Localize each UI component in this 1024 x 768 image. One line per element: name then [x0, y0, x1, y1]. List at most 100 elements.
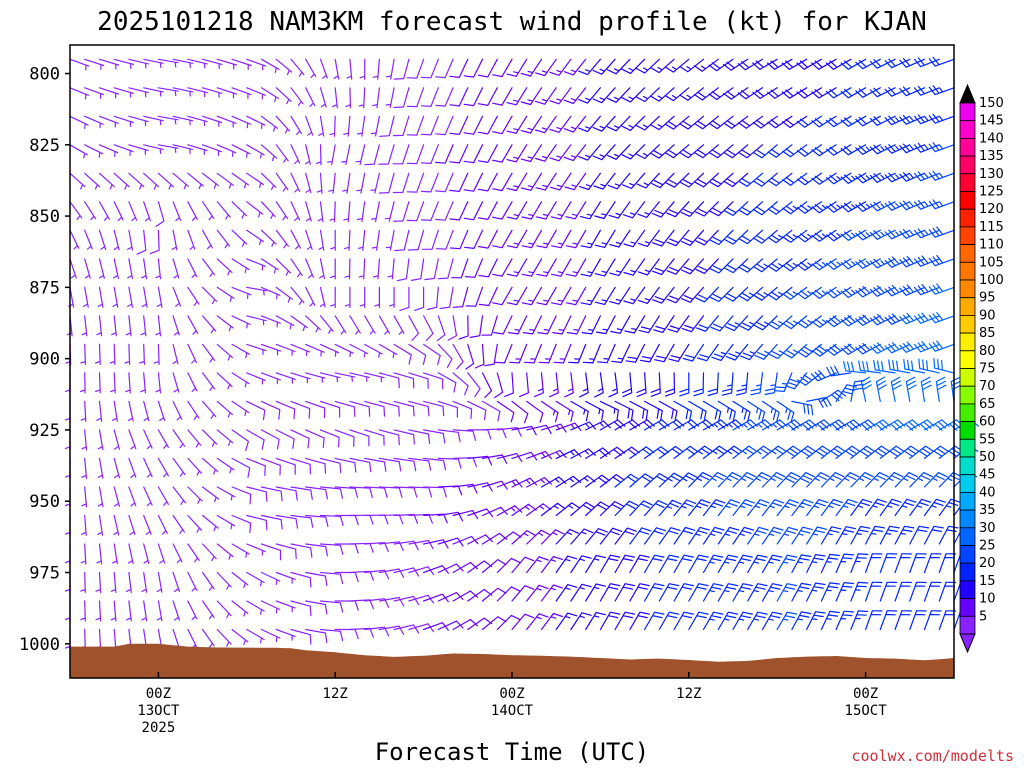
- wind-barb: [776, 472, 801, 488]
- wind-barb: [511, 556, 535, 574]
- wind-barb: [869, 258, 896, 269]
- wind-barb: [451, 258, 469, 279]
- wind-barb: [155, 258, 162, 280]
- wind-barb: [113, 429, 120, 450]
- wind-barb: [231, 486, 252, 505]
- wind-barb: [275, 87, 292, 105]
- wind-barb: [622, 372, 633, 398]
- wind-barb: [879, 525, 900, 545]
- wind-barb: [275, 115, 291, 134]
- wind-barb: [231, 258, 250, 274]
- wind-barb: [290, 315, 308, 331]
- wind-barb: [231, 343, 250, 359]
- wind-barb: [143, 543, 150, 564]
- wind-barb: [736, 372, 749, 396]
- wind-barb: [658, 445, 684, 459]
- wind-barb: [187, 543, 200, 563]
- wind-barb: [522, 315, 543, 335]
- wind-barb: [246, 286, 268, 296]
- wind-barb: [319, 87, 327, 108]
- wind-barb: [305, 315, 321, 333]
- wind-barb: [905, 376, 917, 402]
- wind-barb: [172, 543, 183, 564]
- wind-barb: [914, 341, 940, 353]
- wind-barb: [305, 258, 314, 279]
- wind-barb: [496, 557, 521, 574]
- colorbar-swatch: [959, 385, 976, 405]
- wind-barb: [767, 172, 793, 187]
- wind-barb: [914, 199, 940, 210]
- colorbar-label: 80: [979, 344, 996, 359]
- wind-barb: [894, 472, 919, 488]
- wind-barb: [923, 610, 942, 631]
- wind-barb: [260, 58, 280, 73]
- colorbar-label: 140: [979, 131, 1004, 146]
- wind-barb: [599, 554, 621, 574]
- wind-barb: [606, 87, 631, 103]
- wind-barb: [696, 315, 719, 332]
- colorbar-label: 15: [979, 574, 996, 589]
- wind-barb: [246, 229, 264, 245]
- wind-barb: [128, 486, 137, 507]
- wind-barb: [621, 87, 646, 103]
- wind-barb: [84, 87, 105, 99]
- wind-barb: [246, 201, 264, 218]
- wind-barb: [894, 498, 917, 517]
- wind-barb: [84, 258, 91, 279]
- wind-barb: [437, 457, 462, 469]
- wind-barb: [928, 199, 955, 210]
- wind-barb: [481, 506, 508, 517]
- wind-barb: [540, 449, 567, 459]
- wind-barb: [644, 554, 665, 574]
- wind-barb: [506, 201, 528, 220]
- wind-barb: [216, 286, 235, 302]
- wind-barb: [658, 400, 678, 421]
- wind-barb: [82, 286, 89, 308]
- wind-barb: [290, 571, 312, 588]
- wind-barb: [128, 457, 137, 478]
- wind-barb: [246, 457, 266, 476]
- wind-barb: [202, 172, 219, 189]
- wind-barb: [231, 457, 251, 478]
- wind-barb: [153, 343, 160, 365]
- wind-barb: [408, 400, 430, 417]
- wind-barb: [855, 286, 881, 298]
- wind-barb: [585, 420, 611, 431]
- wind-barb: [260, 457, 281, 476]
- wind-barb: [385, 229, 395, 251]
- wind-barb: [540, 502, 566, 517]
- wind-barb: [594, 286, 616, 305]
- wind-barb: [865, 610, 883, 631]
- colorbar-swatch: [959, 244, 976, 263]
- wind-barb: [275, 628, 296, 641]
- wind-barb: [923, 445, 949, 459]
- wind-barb: [806, 526, 828, 545]
- wind-barb: [585, 554, 606, 574]
- wind-barb: [552, 315, 572, 335]
- wind-barb: [563, 144, 587, 162]
- wind-barb: [143, 115, 164, 126]
- wind-barb: [95, 372, 101, 394]
- wind-barb: [330, 258, 336, 280]
- wind-barb: [290, 286, 305, 305]
- wind-barb: [738, 286, 764, 302]
- wind-barb: [764, 372, 778, 395]
- wind-barb: [143, 514, 152, 535]
- wind-barb: [216, 343, 233, 361]
- wind-barb: [702, 583, 724, 602]
- wind-barb: [328, 172, 336, 194]
- wind-barb: [850, 581, 869, 602]
- wind-barb: [202, 343, 216, 363]
- wind-barb: [81, 486, 88, 508]
- wind-barb: [423, 429, 446, 444]
- colorbar-label: 120: [979, 202, 1004, 217]
- wind-barb: [511, 400, 529, 424]
- wind-barb: [202, 628, 215, 648]
- wind-barb: [894, 445, 920, 459]
- wind-barb: [890, 376, 902, 402]
- wind-barb: [202, 457, 219, 475]
- wind-barb: [484, 343, 498, 367]
- wind-barb: [791, 445, 817, 459]
- wind-barb: [914, 283, 940, 296]
